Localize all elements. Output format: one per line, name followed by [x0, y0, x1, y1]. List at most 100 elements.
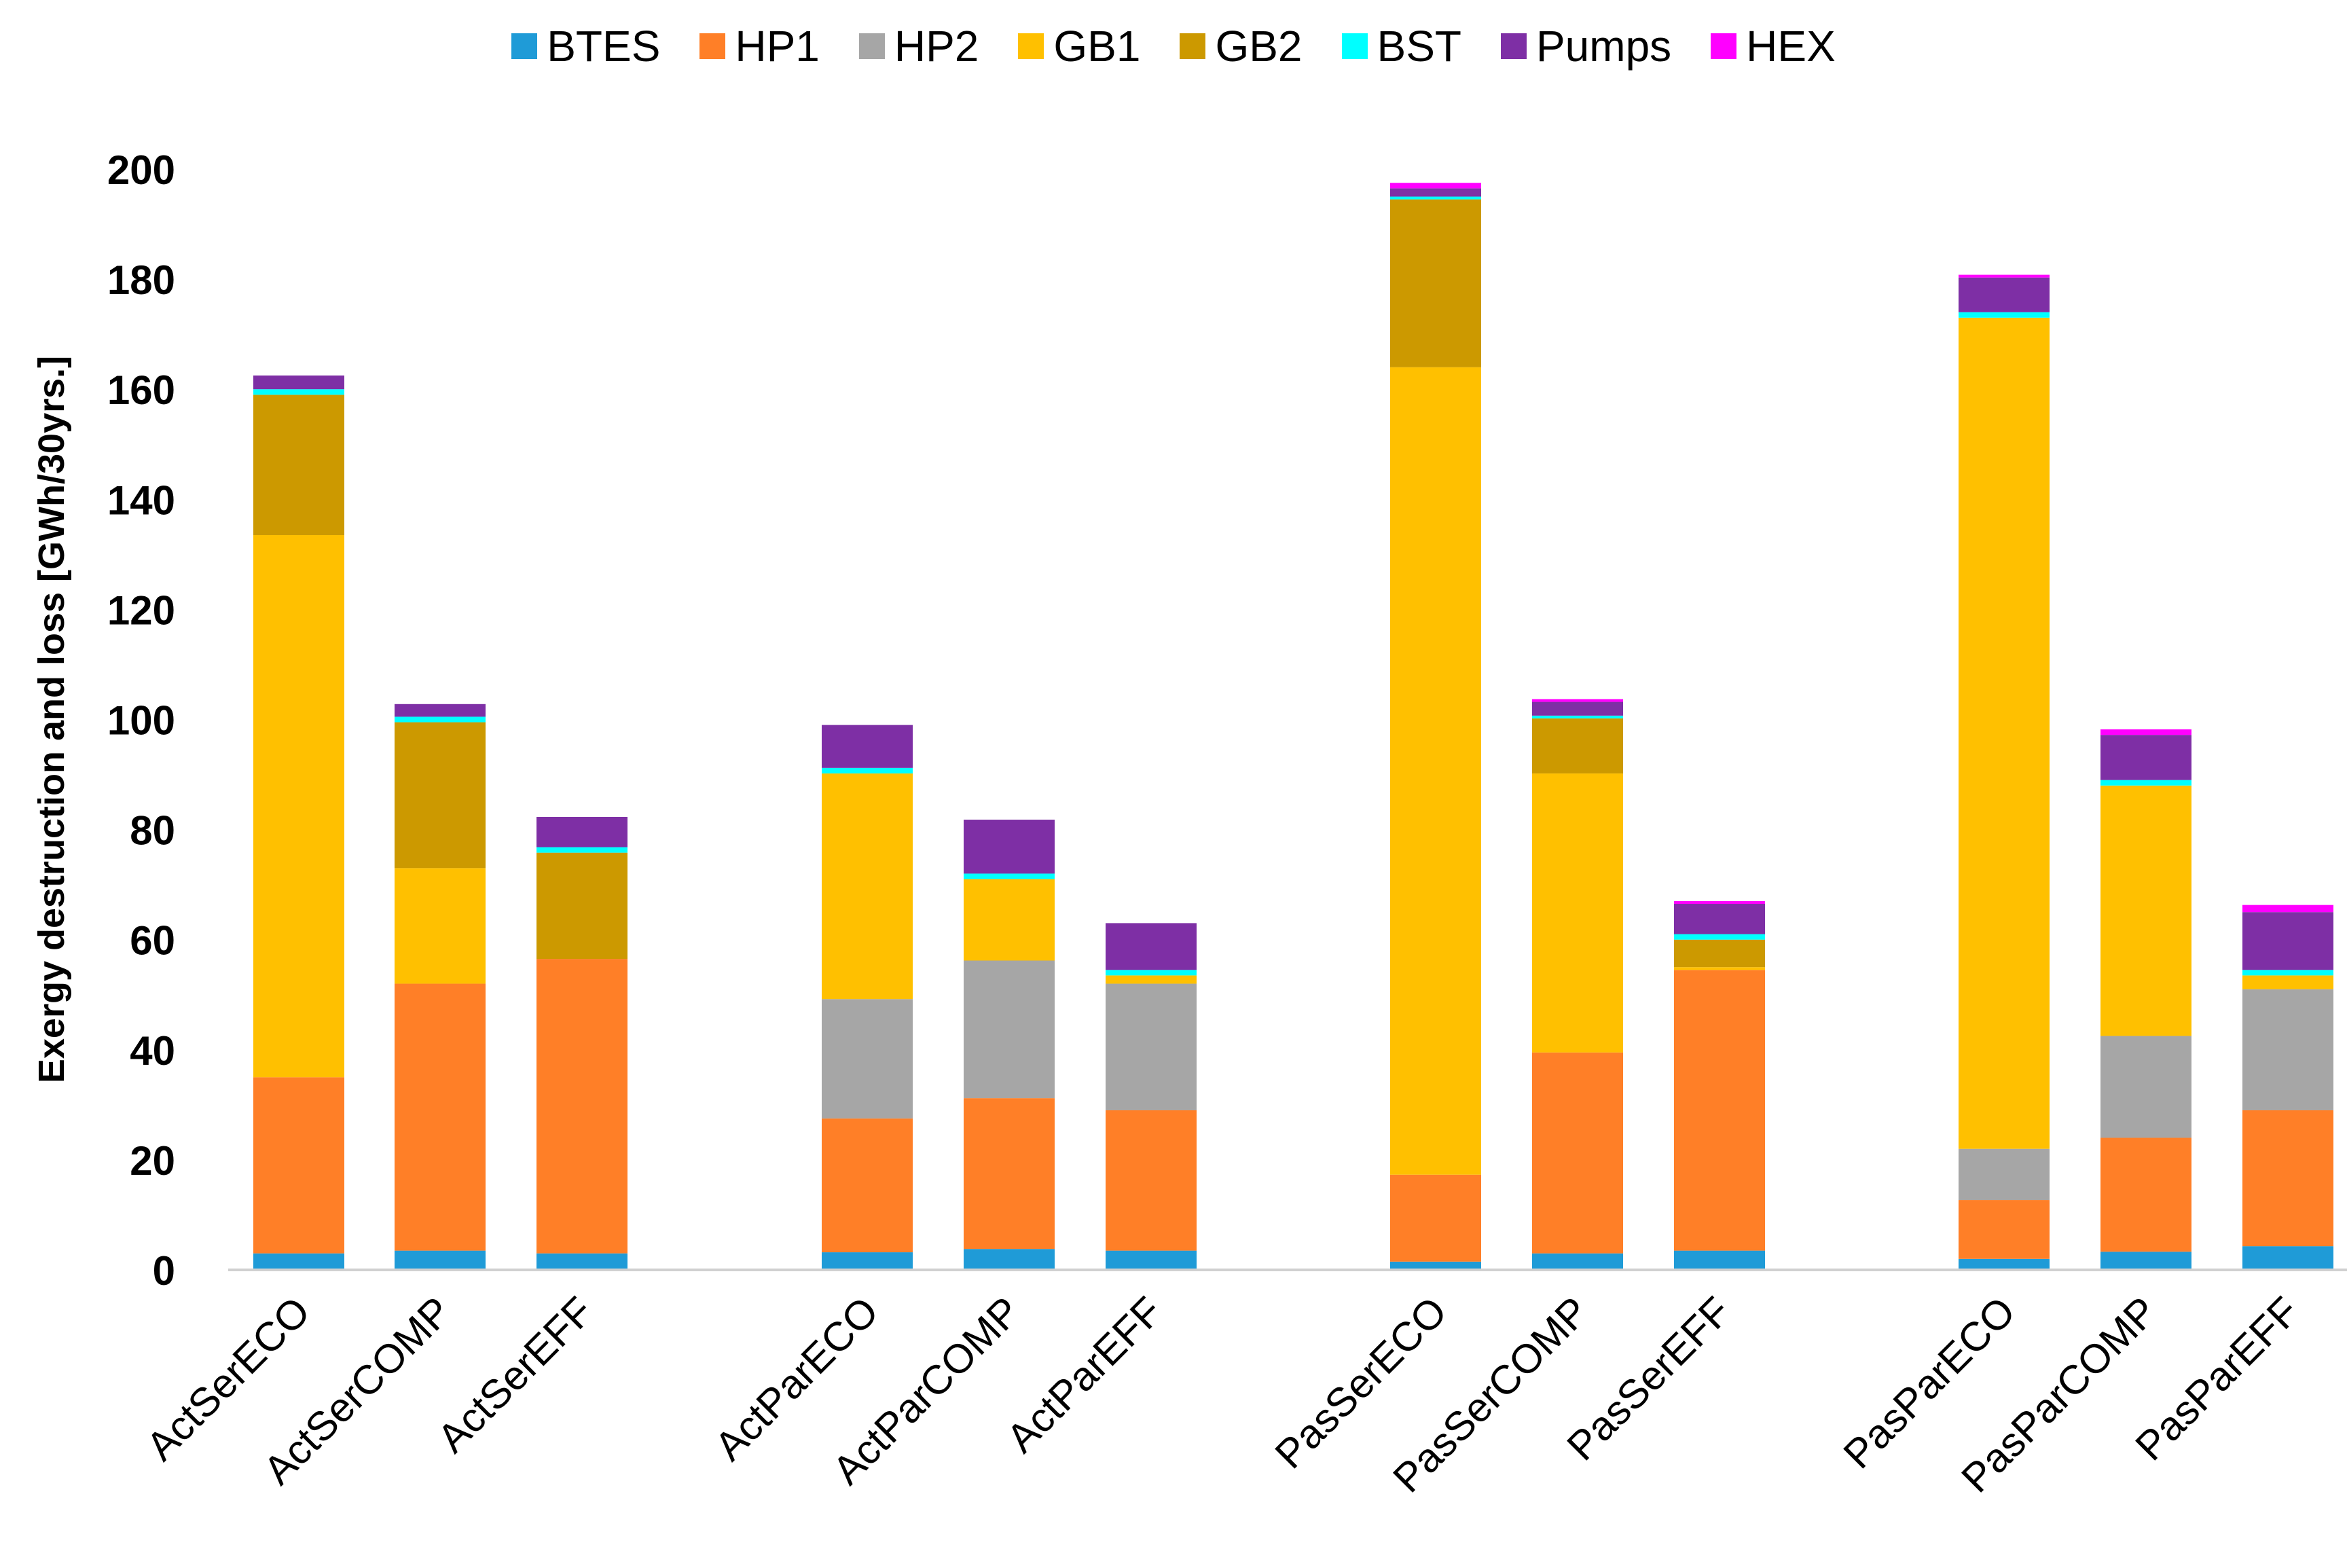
bar-segment-bst — [2242, 970, 2333, 976]
y-tick-label: 20 — [130, 1138, 175, 1184]
bar-segment-bst — [536, 847, 627, 853]
bar-segment-hp1 — [2100, 1137, 2191, 1252]
y-tick-label: 60 — [130, 918, 175, 964]
bar-segment-hp2 — [964, 960, 1055, 1099]
y-tick-label: 160 — [107, 367, 175, 413]
bar-segment-hp2 — [822, 999, 913, 1119]
bar-segment-gb1 — [1106, 975, 1197, 984]
legend-item-bst: BST — [1341, 22, 1461, 71]
bar-segment-pumps — [253, 375, 344, 390]
bar-segment-hp1 — [964, 1098, 1055, 1250]
bar-segment-pumps — [2100, 735, 2191, 780]
bar-segment-btes — [536, 1253, 627, 1270]
bar-segment-gb2 — [1674, 939, 1765, 968]
bar-segment-gb2 — [253, 395, 344, 535]
y-tick-label: 40 — [130, 1028, 175, 1074]
legend-label: HP1 — [735, 22, 820, 71]
bar-segment-bst — [1674, 934, 1765, 940]
bar-segment-hex — [2100, 729, 2191, 735]
legend: BTES HP1 HP2 GB1 GB2 BST Pumps HEX — [0, 24, 2347, 68]
bar-segment-gb1 — [2242, 975, 2333, 989]
legend-label: BST — [1377, 22, 1461, 71]
bar-segment-pumps — [1106, 923, 1197, 970]
bar-segment-btes — [2100, 1252, 2191, 1270]
bar-segment-pumps — [1674, 904, 1765, 934]
legend-label: HP2 — [894, 22, 979, 71]
bar-segment-bst — [395, 716, 486, 723]
bar-segment-gb1 — [1390, 367, 1481, 1175]
bar-segment-gb1 — [1674, 967, 1765, 970]
bar-segment-bst — [1959, 312, 2050, 318]
bar-segment-btes — [1532, 1253, 1623, 1270]
y-tick-label: 180 — [107, 257, 175, 303]
bar-segment-hp1 — [1106, 1110, 1197, 1251]
bar-segment-hp1 — [1390, 1174, 1481, 1262]
legend-swatch — [858, 33, 885, 59]
legend-label: Pumps — [1535, 22, 1672, 71]
bar-segment-gb1 — [1532, 773, 1623, 1053]
legend-swatch — [1341, 33, 1368, 59]
bar-segment-hp1 — [1959, 1200, 2050, 1259]
bar-segment-btes — [822, 1252, 913, 1270]
bar-segment-pumps — [1390, 188, 1481, 197]
bar-segment-gb2 — [1532, 718, 1623, 773]
bar-segment-hp1 — [1674, 970, 1765, 1251]
legend-swatch — [1180, 33, 1206, 59]
bar-segment-bst — [1532, 715, 1623, 718]
bar-segment-hp2 — [2100, 1036, 2191, 1138]
bar-segment-gb1 — [395, 868, 486, 984]
bar-segment-gb2 — [395, 722, 486, 869]
legend-swatch — [511, 33, 538, 59]
bar-segment-bst — [2100, 780, 2191, 786]
legend-item-gb2: GB2 — [1180, 22, 1303, 71]
bar-segment-hex — [1390, 183, 1481, 189]
y-tick-label: 80 — [130, 808, 175, 854]
legend-label: BTES — [547, 22, 661, 71]
bar-segment-gb1 — [1959, 317, 2050, 1149]
bar-segment-hex — [1532, 699, 1623, 702]
bar-segment-pumps — [1532, 701, 1623, 716]
legend-label: HEX — [1746, 22, 1836, 71]
legend-swatch — [1711, 33, 1737, 59]
bar-segment-gb2 — [1390, 199, 1481, 367]
bar-segment-btes — [1390, 1261, 1481, 1270]
y-tick-label: 100 — [107, 698, 175, 744]
bar-segment-hp1 — [395, 983, 486, 1251]
bar-segment-hex — [1674, 900, 1765, 905]
bar-segment-hp1 — [536, 959, 627, 1254]
bar-segment-hex — [1959, 274, 2050, 278]
legend-label: GB1 — [1053, 22, 1141, 71]
legend-item-hp2: HP2 — [858, 22, 979, 71]
y-tick-label: 140 — [107, 477, 175, 523]
bar-segment-hp1 — [2242, 1110, 2333, 1247]
legend-swatch — [1018, 33, 1044, 59]
legend-item-hp1: HP1 — [699, 24, 820, 68]
legend-label: GB2 — [1215, 22, 1303, 71]
legend-swatch — [699, 33, 726, 59]
bar-segment-pumps — [964, 820, 1055, 874]
bar-segment-btes — [1959, 1258, 2050, 1270]
bar-segment-pumps — [395, 704, 486, 717]
bar-segment-hp2 — [1959, 1148, 2050, 1201]
bar-segment-gb1 — [2100, 785, 2191, 1036]
legend-item-btes: BTES — [511, 24, 660, 68]
bar-segment-hp1 — [822, 1118, 913, 1253]
bar-segment-btes — [253, 1253, 344, 1270]
bar-segment-btes — [2242, 1246, 2333, 1270]
legend-swatch — [1500, 33, 1527, 59]
bar-segment-hp1 — [253, 1077, 344, 1254]
legend-item-gb1: GB1 — [1018, 24, 1140, 68]
bar-segment-hp2 — [2242, 989, 2333, 1110]
bar-segment-pumps — [1959, 277, 2050, 312]
x-tick-label: ActSerEFF — [429, 1288, 602, 1461]
bar-segment-gb2 — [536, 852, 627, 960]
legend-item-pumps: Pumps — [1500, 22, 1672, 71]
bar-segment-btes — [1106, 1250, 1197, 1270]
legend-item-hex: HEX — [1711, 24, 1836, 68]
bar-segment-pumps — [822, 725, 913, 768]
bar-segment-gb1 — [822, 773, 913, 1000]
y-tick-label: 0 — [153, 1248, 175, 1294]
bar-segment-btes — [964, 1249, 1055, 1270]
